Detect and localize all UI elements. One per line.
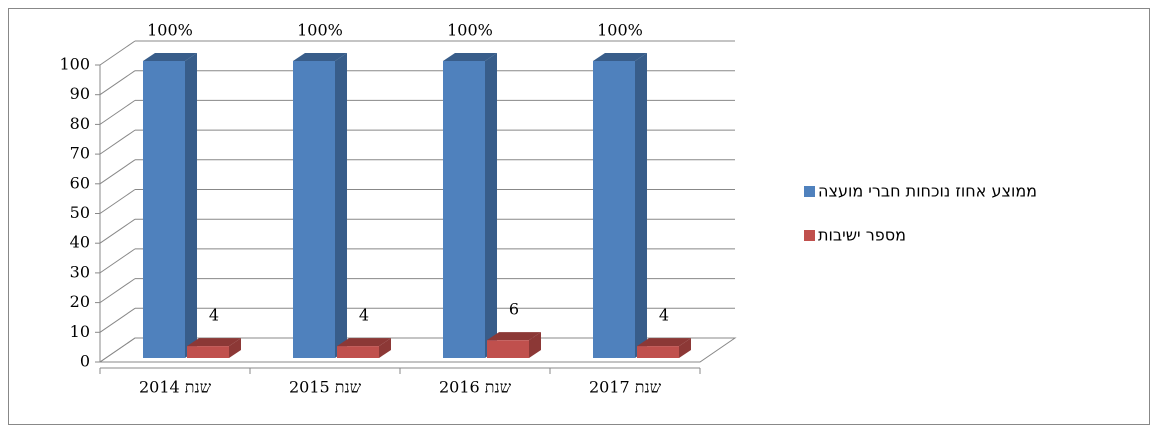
legend-label: ממוצע אחוז נוכחות חברי מועצה (818, 182, 1037, 201)
grid-line-side (99, 70, 136, 96)
data-label: 6 (509, 300, 519, 319)
bar (187, 346, 229, 358)
y-tick-label: 80 (70, 114, 90, 133)
grid-line-side (99, 278, 136, 304)
bar-top (337, 338, 391, 347)
bar-side (485, 53, 497, 358)
grid-line-side (99, 40, 136, 66)
bar (293, 61, 335, 358)
bar (637, 346, 679, 358)
data-label: 4 (359, 306, 369, 325)
grid-line-side (99, 129, 136, 155)
data-label: 100% (297, 21, 343, 40)
legend-label: מספר ישיבות (818, 226, 906, 245)
grid-line-side (99, 307, 136, 333)
bar-top (293, 53, 347, 61)
legend-swatch (804, 230, 815, 241)
data-label: 100% (597, 21, 643, 40)
bar (443, 61, 485, 358)
data-label: 4 (209, 306, 219, 325)
grid-line-side (99, 189, 136, 214)
bar-top (487, 332, 541, 341)
grid-line-side (99, 248, 136, 274)
y-tick-label: 60 (70, 173, 90, 192)
y-tick-label: 40 (70, 233, 90, 252)
y-tick-label: 90 (70, 84, 90, 103)
data-label: 4 (659, 306, 669, 325)
bar-top (593, 53, 647, 61)
data-label: 100% (147, 21, 193, 40)
x-tick-label: שנת 2016 (439, 378, 512, 397)
x-tick-label: שנת 2015 (289, 378, 362, 397)
bar-side (679, 338, 691, 358)
bar-side (185, 53, 197, 358)
bar (487, 340, 529, 358)
grid-line-side (99, 99, 136, 125)
bar (337, 346, 379, 358)
bar-top (443, 53, 497, 61)
x-tick-label: שנת 2014 (139, 378, 212, 397)
bar-top (143, 53, 197, 61)
bar-side (229, 338, 241, 358)
bar-top (187, 338, 241, 347)
grid-line-side (99, 159, 136, 185)
bar-side (379, 338, 391, 358)
y-tick-label: 20 (70, 292, 90, 311)
bar (143, 61, 185, 358)
bar (593, 61, 635, 358)
bar-side (335, 53, 347, 358)
data-label: 100% (447, 21, 493, 40)
y-tick-label: 70 (70, 144, 90, 163)
y-tick-label: 0 (80, 352, 90, 371)
legend-swatch (804, 186, 815, 197)
y-tick-label: 30 (70, 262, 90, 281)
bar-top (637, 338, 691, 347)
grid-line-side (99, 218, 136, 244)
y-tick-label: 50 (70, 203, 90, 222)
x-tick-label: שנת 2017 (589, 378, 662, 397)
grid-line-side (99, 337, 136, 363)
y-tick-label: 10 (70, 322, 90, 341)
bar-side (529, 332, 541, 358)
bar-side (635, 53, 647, 358)
y-tick-label: 100 (59, 55, 90, 74)
